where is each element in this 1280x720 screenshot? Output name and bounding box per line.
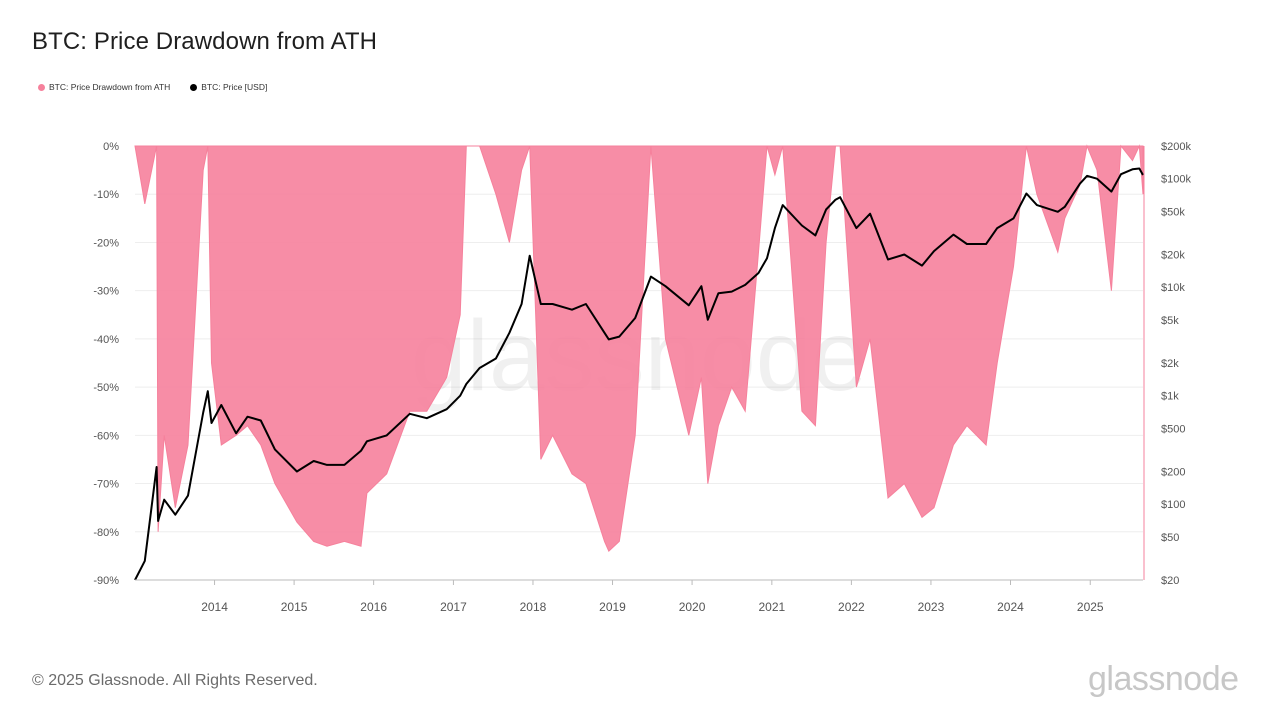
- legend-label-price: BTC: Price [USD]: [201, 82, 268, 92]
- y-left-tick-label: -70%: [93, 479, 119, 491]
- y-left-tick-label: -90%: [93, 575, 119, 587]
- legend: BTC: Price Drawdown from ATH BTC: Price …: [38, 82, 267, 92]
- legend-swatch-drawdown: [38, 83, 45, 91]
- brand-logo: glassnode: [1088, 660, 1239, 698]
- y-left-tick-label: -60%: [93, 430, 119, 442]
- y-left-tick-label: -30%: [93, 286, 119, 298]
- x-tick-label: 2021: [758, 600, 785, 614]
- y-right-tick-label: $10k: [1161, 282, 1185, 294]
- y-right-tick-label: $50: [1161, 532, 1179, 544]
- x-tick-label: 2019: [599, 600, 626, 614]
- y-right-tick-label: $20: [1161, 575, 1179, 587]
- x-tick-label: 2015: [281, 600, 308, 614]
- x-tick-label: 2023: [918, 600, 945, 614]
- y-left-tick-label: -80%: [93, 527, 119, 539]
- y-right-tick-label: $100k: [1161, 174, 1191, 186]
- y-left-tick-label: 0%: [103, 141, 119, 153]
- drawdown-area: [134, 144, 1144, 552]
- legend-label-drawdown: BTC: Price Drawdown from ATH: [49, 82, 171, 92]
- chart-title: BTC: Price Drawdown from ATH: [32, 28, 378, 55]
- y-right-tick-label: $500: [1161, 423, 1185, 435]
- legend-swatch-price: [190, 83, 198, 91]
- copyright-footer: © 2025 Glassnode. All Rights Reserved.: [32, 672, 318, 689]
- y-left-tick-label: -20%: [93, 237, 119, 249]
- y-right-tick-label: $200: [1161, 467, 1185, 479]
- x-tick-label: 2022: [838, 600, 865, 614]
- y-right-tick-label: $20k: [1161, 250, 1185, 262]
- y-right-tick-label: $100: [1161, 499, 1185, 511]
- x-tick-label: 2018: [520, 600, 547, 614]
- y-left-tick-label: -40%: [93, 334, 119, 346]
- y-right-tick-label: $1k: [1161, 391, 1179, 403]
- legend-item-price[interactable]: BTC: Price [USD]: [190, 82, 267, 92]
- x-tick-label: 2017: [440, 600, 467, 614]
- legend-item-drawdown[interactable]: BTC: Price Drawdown from ATH: [38, 82, 170, 92]
- x-tick-label: 2024: [997, 600, 1024, 614]
- y-left-tick-label: -10%: [93, 189, 119, 201]
- x-tick-label: 2025: [1077, 600, 1104, 614]
- x-tick-label: 2016: [360, 600, 387, 614]
- x-tick-label: 2014: [201, 600, 228, 614]
- y-right-tick-label: $5k: [1161, 315, 1179, 327]
- y-left-tick-label: -50%: [93, 382, 119, 394]
- y-right-tick-label: $50k: [1161, 206, 1185, 218]
- price-line: [134, 167, 1144, 581]
- y-right-tick-label: $2k: [1161, 358, 1179, 370]
- y-right-tick-label: $200k: [1161, 141, 1191, 153]
- x-tick-label: 2020: [679, 600, 706, 614]
